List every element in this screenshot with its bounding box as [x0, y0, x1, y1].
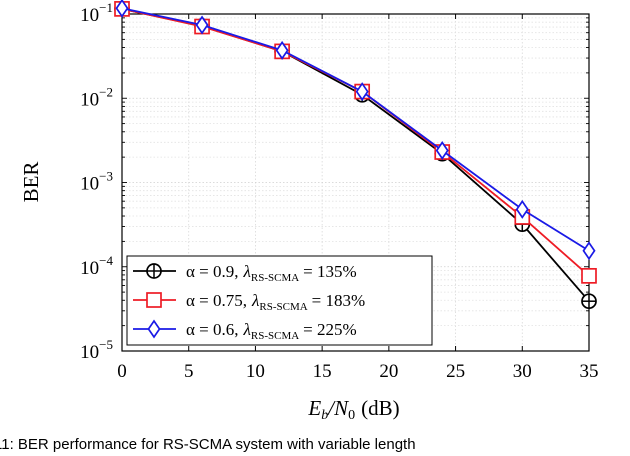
x-tick-label: 30	[513, 361, 532, 382]
legend-box	[126, 255, 433, 346]
legend-marker	[147, 319, 161, 339]
axis-ticks: 0 5 10 15 20 25 30 35 10−1 10−2 10−3 10−4 10−5	[80, 0, 598, 382]
x-label-sub-0: 0	[348, 408, 355, 423]
y-tick-label: 10−3	[80, 169, 113, 195]
x-tick-label: 20	[379, 361, 398, 382]
x-tick-label: 5	[184, 361, 194, 382]
legend-item-2: α = 0.75, λRS-SCMA = 183%	[133, 291, 365, 313]
data-point	[275, 40, 289, 60]
series-layer	[114, 0, 597, 310]
legend-item-1: α = 0.9, λRS-SCMA = 135%	[133, 262, 357, 284]
data-point	[435, 140, 449, 160]
figure-caption: 11: BER performance for RS-SCMA system w…	[0, 436, 416, 453]
series-3	[115, 0, 596, 261]
legend: α = 0.9, λRS-SCMA = 135% α = 0.75, λRS-SCMA =…	[126, 255, 433, 346]
x-tick-label: 0	[117, 361, 127, 382]
data-point	[195, 15, 209, 35]
x-label-unit: (dB)	[361, 396, 400, 420]
x-label-e: E	[307, 396, 321, 420]
data-point	[355, 82, 369, 102]
legend-label: α = 0.6, λRS-SCMA = 225%	[186, 320, 357, 342]
data-point	[515, 199, 529, 219]
x-label-n: /N	[327, 396, 349, 420]
data-point	[115, 0, 129, 18]
legend-label: α = 0.9, λRS-SCMA = 135%	[186, 262, 357, 284]
x-tick-label: 35	[580, 361, 599, 382]
x-tick-label: 25	[446, 361, 465, 382]
legend-item-3: α = 0.6, λRS-SCMA = 225%	[133, 319, 357, 342]
legend-marker	[146, 292, 162, 308]
x-tick-label: 10	[246, 361, 265, 382]
x-label-sub-b: b	[321, 408, 328, 423]
y-tick-label: 10−4	[80, 253, 113, 279]
x-tick-label: 15	[313, 361, 332, 382]
y-tick-label: 10−2	[80, 84, 113, 110]
legend-label: α = 0.75, λRS-SCMA = 183%	[186, 291, 365, 313]
data-point	[581, 267, 597, 284]
x-axis-label: Eb/N0 (dB)	[307, 396, 399, 423]
data-point	[581, 293, 597, 310]
y-tick-label: 10−1	[80, 0, 113, 26]
data-point	[582, 241, 596, 261]
y-tick-label: 10−5	[80, 337, 113, 363]
y-axis-label: BER	[19, 162, 43, 203]
series-2	[114, 1, 597, 284]
legend-marker	[146, 263, 162, 279]
